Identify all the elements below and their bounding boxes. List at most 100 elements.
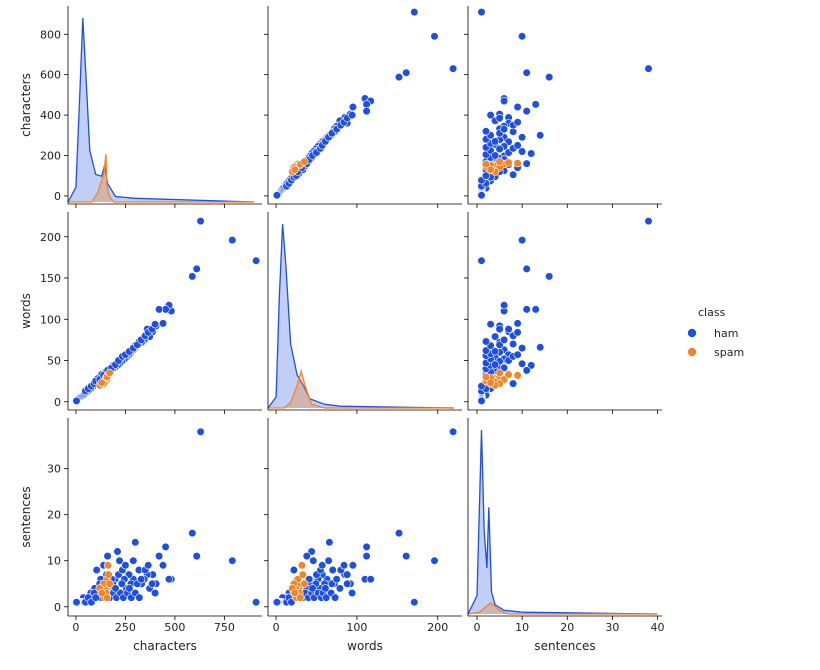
point-sentences-words-ham-75	[321, 584, 330, 593]
point-sentences-words-ham-8	[348, 561, 358, 570]
point-words-characters-spam-12	[97, 378, 106, 387]
point-sentences-characters-ham-9	[155, 551, 164, 561]
point-characters-sentences-spam-12	[486, 165, 495, 174]
point-sentences-words-ham-35	[289, 565, 299, 575]
point-words-sentences-ham-12	[491, 332, 500, 341]
panel-sentences-sentences: 0 10 20 30 40	[467, 418, 664, 634]
point-characters-sentences-ham-61	[481, 127, 491, 136]
point-characters-words-ham-49	[272, 191, 282, 200]
point-sentences-words-ham-3	[449, 427, 458, 436]
point-sentences-words-spam-9	[298, 570, 307, 579]
kde-line-words-ham	[267, 223, 454, 409]
point-sentences-words-ham-2	[402, 551, 411, 561]
point-sentences-characters-ham-24	[115, 556, 124, 565]
point-sentences-characters-ham-25	[113, 547, 122, 556]
point-sentences-characters-ham-8	[158, 561, 168, 570]
point-words-sentences-ham-82	[486, 320, 495, 329]
point-sentences-words-ham-12	[335, 584, 345, 593]
kde-line-sentences-ham	[467, 429, 658, 615]
point-words-sentences-ham-6	[500, 301, 509, 310]
point-sentences-characters-ham-6	[164, 575, 174, 584]
point-words-sentences-ham-2	[522, 264, 531, 274]
point-sentences-characters-ham-4	[188, 528, 197, 538]
xtick-label-sentences-10: 10	[515, 621, 529, 634]
point-sentences-words-ham-61	[331, 593, 340, 602]
xtick-label-sentences-20: 20	[560, 621, 574, 634]
panel-words-characters: 0 50 100 150 200	[40, 212, 262, 414]
point-sentences-characters-ham-17	[131, 538, 140, 547]
plot-layer: 0200400600800characters050100150200words…	[19, 6, 664, 653]
point-words-sentences-ham-78	[500, 335, 509, 345]
point-sentences-characters-ham-1	[228, 556, 237, 565]
point-characters-sentences-ham-1	[517, 32, 527, 41]
point-sentences-characters-ham-0	[252, 598, 261, 607]
point-characters-sentences-ham-78	[500, 125, 509, 134]
point-characters-sentences-ham-0	[477, 8, 486, 17]
point-characters-sentences-ham-75	[491, 137, 500, 146]
point-sentences-characters-spam-9	[104, 570, 113, 579]
point-sentences-words-ham-13	[343, 570, 352, 579]
ytick-label-characters-400: 400	[40, 109, 61, 122]
point-characters-sentences-ham-7	[531, 100, 540, 109]
point-sentences-words-ham-78	[332, 575, 341, 584]
xtick-label-sentences-30: 30	[605, 621, 619, 634]
legend-marker-spam	[687, 347, 697, 357]
point-sentences-words-ham-49	[272, 598, 282, 607]
xtick-label-characters-250: 250	[115, 621, 136, 634]
point-characters-sentences-ham-2	[522, 68, 531, 77]
point-characters-words-ham-82	[348, 110, 357, 120]
point-characters-words-spam-12	[290, 165, 299, 174]
point-sentences-words-ham-6	[366, 575, 375, 584]
kde-area-sentences-ham	[468, 430, 662, 614]
ylabel-sentences: sentences	[19, 486, 33, 547]
point-sentences-characters-ham-23	[117, 579, 126, 588]
point-words-sentences-spam-5	[513, 371, 522, 380]
panel-sentences-characters: 0 250 500 750 0 10 20 30	[47, 418, 262, 634]
point-characters-sentences-ham-49	[477, 191, 486, 200]
panel-characters-words	[264, 6, 462, 208]
xlabel-sentences: sentences	[534, 639, 595, 653]
point-sentences-words-ham-69	[302, 551, 311, 561]
panel-characters-characters: 0 200 400 600 800	[40, 6, 262, 208]
point-words-sentences-ham-80	[513, 328, 522, 337]
point-characters-sentences-ham-82	[486, 110, 495, 120]
point-words-sentences-spam-9	[504, 370, 513, 379]
ytick-label-sentences-10: 10	[47, 555, 61, 568]
kde-area-words-ham	[268, 224, 462, 408]
ytick-label-words-50: 50	[47, 355, 61, 368]
point-sentences-words-ham-81	[343, 579, 352, 588]
panel-words-words	[267, 212, 462, 414]
point-sentences-characters-spam-5	[103, 561, 113, 570]
point-words-characters-ham-0	[252, 256, 261, 265]
xlabel-characters: characters	[133, 639, 197, 653]
point-characters-sentences-ham-17	[536, 131, 545, 140]
point-sentences-words-spam-5	[297, 561, 307, 570]
point-sentences-characters-spam-10	[102, 593, 112, 602]
point-characters-sentences-ham-6	[500, 96, 509, 106]
panel-sentences-words: 0 100 200	[264, 418, 462, 634]
kde-line-characters-spam	[68, 154, 255, 203]
point-sentences-words-ham-76	[324, 556, 333, 565]
legend-label-spam: spam	[714, 346, 744, 359]
point-characters-words-ham-3	[449, 64, 458, 73]
point-sentences-words-ham-71	[308, 584, 317, 593]
ytick-label-words-0: 0	[54, 396, 61, 409]
point-words-sentences-ham-13	[504, 325, 513, 334]
legend: class ham spam	[687, 306, 744, 359]
point-sentences-characters-ham-82	[151, 588, 160, 598]
point-characters-sentences-ham-24	[517, 147, 527, 156]
ytick-label-sentences-30: 30	[47, 463, 61, 476]
point-sentences-characters-ham-2	[192, 551, 201, 561]
point-words-sentences-ham-24	[517, 359, 527, 368]
point-sentences-words-ham-1	[430, 556, 439, 565]
ytick-label-characters-0: 0	[54, 190, 61, 203]
point-words-sentences-ham-74	[513, 350, 522, 359]
ytick-label-sentences-0: 0	[54, 601, 61, 614]
point-sentences-characters-ham-76	[129, 556, 138, 565]
xtick-label-characters-0: 0	[72, 621, 79, 634]
point-sentences-words-ham-74	[318, 561, 327, 570]
ytick-label-words-200: 200	[40, 231, 61, 244]
point-sentences-words-ham-17	[325, 538, 334, 547]
point-characters-words-ham-1	[430, 32, 439, 41]
